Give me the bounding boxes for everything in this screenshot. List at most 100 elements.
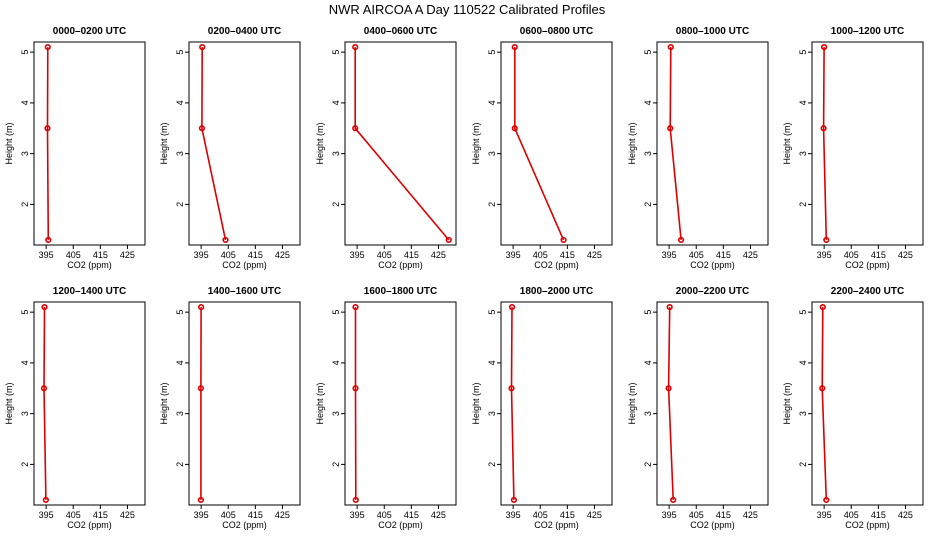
profile-panel-5: 0800–1000 UTC 395 405 415 425 2 3 4 5 CO2 (ppm) He… — [627, 26, 769, 270]
y-tick-label: 5 — [643, 50, 653, 55]
x-tick-label: 395 — [817, 250, 832, 260]
y-tick-label: 5 — [331, 50, 341, 55]
x-tick-label: 425 — [275, 510, 290, 520]
x-axis-label: CO2 (ppm) — [378, 260, 423, 270]
x-tick-label: 425 — [275, 250, 290, 260]
x-axis-label: CO2 (ppm) — [67, 520, 112, 530]
profile-point — [819, 385, 826, 392]
x-tick-label: 405 — [844, 250, 859, 260]
profile-panel-4: 0600–0800 UTC 395 405 415 425 2 3 4 5 CO2 (ppm) He… — [471, 26, 613, 270]
y-tick-label: 2 — [798, 202, 808, 207]
x-tick-label: 395 — [506, 250, 521, 260]
profile-panel-7: 1200–1400 UTC 395 405 415 425 2 3 4 5 CO2 (ppm) He… — [4, 286, 146, 530]
x-tick-label: 425 — [898, 250, 913, 260]
y-tick-label: 2 — [487, 462, 497, 467]
panel-title: 0800–1000 UTC — [676, 26, 749, 37]
y-axis-label: Height (m) — [627, 122, 637, 164]
x-tick-label: 415 — [716, 510, 731, 520]
y-axis-label: Height (m) — [782, 382, 792, 424]
x-axis-label: CO2 (ppm) — [690, 260, 735, 270]
profile-point — [445, 236, 452, 244]
x-tick-label: 425 — [743, 250, 758, 260]
x-axis-label: CO2 (ppm) — [222, 520, 267, 530]
profile-panel-1: 0000–0200 UTC 395 405 415 425 2 3 4 5 CO2 (ppm) He… — [4, 26, 146, 270]
panel-title: 0600–0800 UTC — [520, 26, 593, 37]
x-tick-label: 415 — [560, 510, 575, 520]
profile-point — [44, 125, 51, 132]
profile-point — [198, 303, 205, 311]
profile-panel-3: 0400–0600 UTC 395 405 415 425 2 3 4 5 CO2 (ppm) He… — [315, 26, 457, 270]
plot-frame — [33, 301, 146, 506]
x-axis-label: CO2 (ppm) — [690, 520, 735, 530]
profile-point — [823, 496, 830, 504]
y-tick-label: 4 — [798, 360, 808, 365]
y-tick-label: 5 — [20, 50, 30, 55]
y-axis-label: Height (m) — [159, 382, 169, 424]
y-tick-label: 3 — [643, 151, 653, 156]
x-axis-label: CO2 (ppm) — [222, 260, 267, 270]
y-tick-label: 5 — [175, 310, 185, 315]
profile-point — [352, 125, 359, 132]
y-tick-label: 2 — [487, 202, 497, 207]
profile-point — [666, 303, 673, 311]
x-tick-label: 415 — [404, 250, 419, 260]
y-tick-label: 5 — [331, 310, 341, 315]
y-axis-label: Height (m) — [471, 122, 481, 164]
plot-frame — [656, 301, 769, 506]
profile-line — [46, 47, 50, 240]
profile-point — [44, 43, 51, 51]
plot-frame — [656, 41, 769, 246]
profile-point — [820, 125, 827, 132]
y-tick-label: 2 — [20, 462, 30, 467]
x-tick-label: 415 — [404, 510, 419, 520]
panel-title: 2000–2200 UTC — [676, 286, 749, 297]
plot-frame — [811, 301, 924, 506]
profile-point — [40, 385, 48, 392]
profile-point — [819, 303, 826, 311]
profile-point — [677, 236, 685, 244]
panel-title: 1400–1600 UTC — [208, 286, 281, 297]
panel-title: 1600–1800 UTC — [364, 286, 437, 297]
x-tick-label: 405 — [533, 510, 548, 520]
y-tick-label: 4 — [331, 100, 341, 105]
y-tick-label: 4 — [798, 100, 808, 105]
x-tick-label: 395 — [662, 510, 677, 520]
profile-panel-2: 0200–0400 UTC 395 405 415 425 2 3 4 5 CO2 (ppm) He… — [159, 26, 301, 270]
y-tick-label: 3 — [798, 411, 808, 416]
panel-title: 2200–2400 UTC — [831, 286, 904, 297]
y-tick-label: 2 — [643, 202, 653, 207]
x-tick-label: 425 — [898, 510, 913, 520]
profile-line — [43, 307, 47, 500]
x-tick-label: 405 — [66, 250, 81, 260]
profile-panel-11: 2000–2200 UTC 395 405 415 425 2 3 4 5 CO2 (ppm) He… — [627, 286, 769, 530]
x-axis-label: CO2 (ppm) — [378, 520, 423, 530]
y-tick-label: 2 — [331, 462, 341, 467]
y-tick-label: 4 — [20, 360, 30, 365]
profile-point — [41, 303, 48, 311]
profile-line — [513, 47, 565, 241]
y-tick-label: 4 — [643, 360, 653, 365]
x-tick-label: 405 — [533, 250, 548, 260]
profile-line — [821, 307, 828, 500]
profile-point — [667, 43, 674, 51]
y-tick-label: 2 — [175, 202, 185, 207]
profile-point — [198, 125, 206, 132]
x-tick-label: 425 — [587, 250, 602, 260]
y-tick-label: 2 — [798, 462, 808, 467]
x-tick-label: 415 — [248, 250, 263, 260]
profile-point — [42, 496, 49, 504]
y-tick-label: 2 — [20, 202, 30, 207]
profile-point — [670, 496, 677, 504]
plot-frame — [811, 41, 924, 246]
y-tick-label: 4 — [331, 360, 341, 365]
profile-panel-8: 1400–1600 UTC 395 405 415 425 2 3 4 5 CO2 (ppm) He… — [159, 286, 301, 530]
profile-point — [667, 125, 674, 132]
profile-point — [197, 385, 204, 392]
x-tick-label: 395 — [39, 250, 54, 260]
y-tick-label: 3 — [175, 151, 185, 156]
x-tick-label: 405 — [844, 510, 859, 520]
x-axis-label: CO2 (ppm) — [67, 260, 112, 270]
x-tick-label: 415 — [871, 510, 886, 520]
